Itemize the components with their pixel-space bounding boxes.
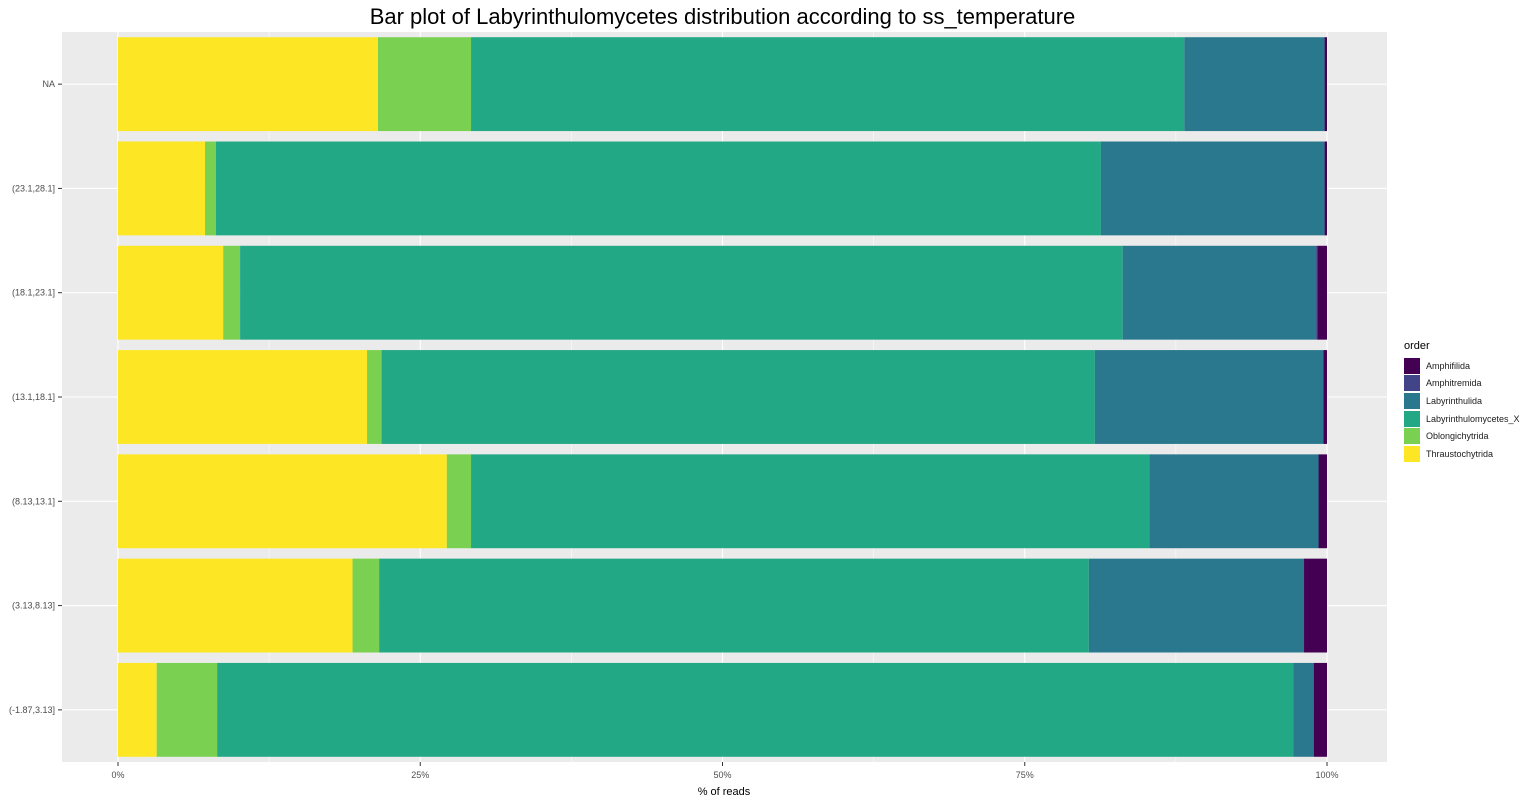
bar-segment-amphifilida — [1318, 454, 1327, 549]
legend-item: Amphitremida — [1404, 375, 1520, 393]
legend-swatch — [1404, 410, 1420, 427]
legend-item: Amphifilida — [1404, 357, 1520, 375]
y-tick-label: (8.13,13.1] — [12, 496, 55, 506]
bar-segment-labyrinthulomycetes-x — [379, 558, 1089, 653]
legend-title: order — [1404, 340, 1430, 352]
bar-segment-amphifilida — [1324, 141, 1327, 236]
bar-segment-thraustochytrida — [118, 350, 368, 444]
legend-swatch — [1404, 357, 1420, 374]
legend-item: Oblongichytrida — [1404, 427, 1520, 445]
bar-layer — [118, 37, 1327, 757]
y-tick-label: (13.1,18.1] — [12, 392, 55, 402]
bar-segment-thraustochytrida — [118, 141, 206, 236]
bar-segment-labyrinthulomycetes-x — [217, 662, 1294, 757]
legend-label: Labyrinthulomycetes_X — [1426, 413, 1520, 424]
bar-segment-amphifilida — [1313, 662, 1327, 757]
bar-segment-oblongichytrida — [205, 141, 216, 236]
bar-segment-labyrinthulomycetes-x — [381, 350, 1095, 444]
bar-segment-amphifilida — [1323, 350, 1327, 444]
legend-label: Oblongichytrida — [1426, 431, 1489, 442]
y-tick-label: (23.1,28.1] — [12, 183, 55, 193]
bar-segment-labyrinthulomycetes-x — [471, 37, 1185, 132]
legend-label: Thraustochytrida — [1426, 448, 1494, 459]
legend-swatch — [1404, 445, 1420, 462]
legend-label: Amphifilida — [1426, 360, 1471, 371]
x-tick-label: 25% — [411, 770, 429, 780]
y-tick-label: (-1.87,3.13] — [9, 705, 55, 715]
bar-segment-labyrinthulida — [1149, 454, 1319, 549]
x-axis-title: % of reads — [698, 786, 751, 798]
bar-segment-labyrinthulomycetes-x — [240, 245, 1123, 340]
legend: order Amphifilida Amphitremida Labyrinthul… — [1404, 340, 1520, 463]
bar-segment-thraustochytrida — [118, 558, 353, 653]
x-tick-label: 50% — [713, 770, 731, 780]
bar-segment-amphitremida — [1316, 245, 1318, 340]
legend-label: Labyrinthulida — [1426, 395, 1483, 406]
bar-segment-amphifilida — [1324, 37, 1327, 132]
bar-chart: NA (23.1,28.1] (18.1,23.1] (13.1,18.1] (8.13… — [9, 32, 1387, 798]
bar-segment-oblongichytrida — [446, 454, 472, 549]
bar-segment-labyrinthulida — [1094, 350, 1324, 444]
legend-label: Amphitremida — [1426, 378, 1482, 389]
chart-title: Bar plot of Labyrinthulomycetes distribu… — [369, 4, 1076, 29]
bar-segment-oblongichytrida — [156, 662, 218, 757]
legend-item: Thraustochytrida — [1404, 445, 1520, 463]
bar-segment-thraustochytrida — [118, 37, 378, 132]
bar-segment-amphifilida — [1317, 245, 1327, 340]
bar-segment-thraustochytrida — [118, 245, 224, 340]
bar-segment-oblongichytrida — [367, 350, 382, 444]
x-axis: 0% 25% 50% 75% 100% — [111, 762, 1339, 780]
y-tick-label: (18.1,23.1] — [12, 288, 55, 298]
legend-swatch — [1404, 428, 1420, 445]
bar-segment-labyrinthulida — [1184, 37, 1325, 132]
bar-segment-thraustochytrida — [118, 662, 157, 757]
bar-segment-labyrinthulomycetes-x — [215, 141, 1101, 236]
bar-segment-oblongichytrida — [223, 245, 241, 340]
x-tick-label: 0% — [111, 770, 124, 780]
bar-segment-amphifilida — [1304, 558, 1327, 653]
bar-segment-labyrinthulida — [1122, 245, 1317, 340]
bar-segment-oblongichytrida — [377, 37, 472, 132]
y-tick-label: NA — [42, 79, 55, 89]
bar-segment-labyrinthulida — [1088, 558, 1305, 653]
bar-segment-oblongichytrida — [352, 558, 380, 653]
y-axis: NA (23.1,28.1] (18.1,23.1] (13.1,18.1] (8.13… — [9, 79, 62, 715]
y-tick-label: (3.13,8.13] — [12, 601, 55, 611]
bar-segment-thraustochytrida — [118, 454, 447, 549]
legend-item: Labyrinthulida — [1404, 392, 1520, 410]
x-tick-label: 75% — [1016, 770, 1034, 780]
x-tick-label: 100% — [1315, 770, 1338, 780]
legend-item: Labyrinthulomycetes_X — [1404, 410, 1520, 428]
legend-swatch — [1404, 375, 1420, 392]
bar-segment-labyrinthulida — [1100, 141, 1325, 236]
legend-swatch — [1404, 392, 1420, 409]
bar-segment-labyrinthulomycetes-x — [471, 454, 1150, 549]
bar-segment-labyrinthulida — [1293, 662, 1314, 757]
